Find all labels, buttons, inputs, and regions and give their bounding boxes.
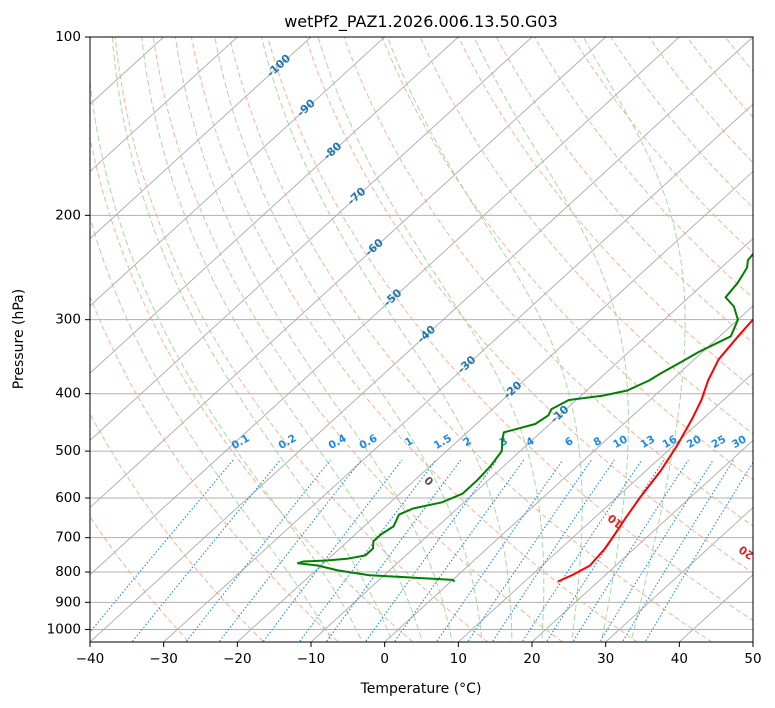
mixing-ratio-line	[185, 459, 331, 642]
x-tick-label: −10	[297, 651, 326, 667]
dry-adiabat-line	[90, 412, 265, 642]
dry-adiabat-line	[90, 295, 340, 642]
moist-adiabat-line	[174, 37, 453, 642]
moist-adiabat-line	[317, 37, 545, 642]
isotherm-line	[457, 372, 753, 642]
dry-adiabat-line	[495, 37, 753, 344]
isotherm-line	[90, 37, 460, 374]
moist-adiabat-line	[141, 37, 423, 642]
isotherm-line	[90, 37, 607, 509]
x-tick-label: 0	[380, 651, 389, 667]
x-tick-label: 50	[744, 651, 761, 667]
mixing-ratio-line	[466, 459, 593, 642]
isotherm-line	[90, 37, 386, 307]
y-tick-label: 600	[55, 490, 81, 506]
isotherm-line	[383, 305, 753, 642]
y-tick-label: 100	[55, 29, 81, 45]
x-tick-label: −40	[76, 651, 105, 667]
dry-adiabat-line	[381, 37, 753, 481]
isotherm-line	[90, 37, 681, 576]
dry-adiabat-line	[610, 37, 753, 209]
mixing-ratio-label: 36	[751, 433, 770, 451]
dry-adiabat-line	[457, 37, 753, 389]
mixing-ratio-line	[644, 461, 753, 642]
mixing-ratio-line	[298, 459, 437, 642]
x-tick-label: 40	[671, 651, 688, 667]
dry-adiabat-line	[419, 37, 753, 435]
mixing-ratio-line	[325, 459, 462, 642]
y-tick-label: 200	[55, 207, 81, 223]
dry-adiabat-line	[229, 37, 713, 642]
y-tick-label: 800	[55, 564, 81, 580]
moist-adiabat-line	[261, 37, 513, 642]
x-axis-label: Temperature (°C)	[360, 681, 482, 697]
y-tick-label: 900	[55, 594, 81, 610]
moist-adiabat-line	[386, 37, 583, 642]
x-tick-label: 10	[450, 651, 467, 667]
chart-title: wetPf2_PAZ1.2026.006.13.50.G03	[284, 12, 558, 32]
x-tick-label: 30	[597, 651, 614, 667]
x-tick-label: −30	[149, 651, 178, 667]
y-tick-label: 400	[55, 386, 81, 402]
mixing-ratio-line	[262, 459, 403, 642]
dry-adiabat-line	[190, 37, 638, 642]
x-tick-label: −20	[223, 651, 252, 667]
y-axis-label: Pressure (hPa)	[11, 289, 27, 389]
moist-adiabat-line	[214, 37, 483, 642]
mixing-ratio-line	[131, 459, 281, 642]
isotherm-line	[162, 103, 753, 642]
mixing-ratio-line	[621, 459, 735, 642]
y-tick-label: 1000	[47, 621, 81, 637]
mixing-ratio-line	[521, 459, 643, 642]
moist-adiabat-line	[90, 76, 363, 642]
isotherm-line	[236, 170, 753, 642]
dry-adiabat-line	[267, 37, 753, 622]
y-tick-label: 500	[55, 443, 81, 459]
dry-adiabat-line	[572, 37, 753, 254]
temperature-profile-line	[557, 318, 753, 583]
mixing-ratio-line	[218, 459, 362, 642]
mixing-ratio-line	[491, 459, 615, 642]
moist-adiabat-line	[111, 37, 393, 642]
isotherm-line	[310, 238, 753, 642]
dry-adiabat-line	[152, 37, 564, 642]
dewpoint-profile-line	[296, 252, 753, 583]
moist-adiabat-line	[473, 37, 629, 642]
isotherm-line	[90, 37, 753, 642]
isotherm-line	[531, 439, 753, 642]
isotherm-line	[90, 37, 239, 173]
y-tick-label: 700	[55, 530, 81, 546]
mixing-ratio-line	[599, 459, 714, 642]
isotherm-line	[90, 37, 312, 240]
plot-frame	[89, 36, 754, 643]
y-tick-label: 300	[55, 312, 81, 328]
x-tick-label: 20	[523, 651, 540, 667]
mixing-ratio-line	[435, 459, 564, 642]
isotherm-line	[604, 506, 753, 642]
isotherm-line	[90, 37, 533, 441]
moist-adiabat-line	[90, 215, 334, 642]
